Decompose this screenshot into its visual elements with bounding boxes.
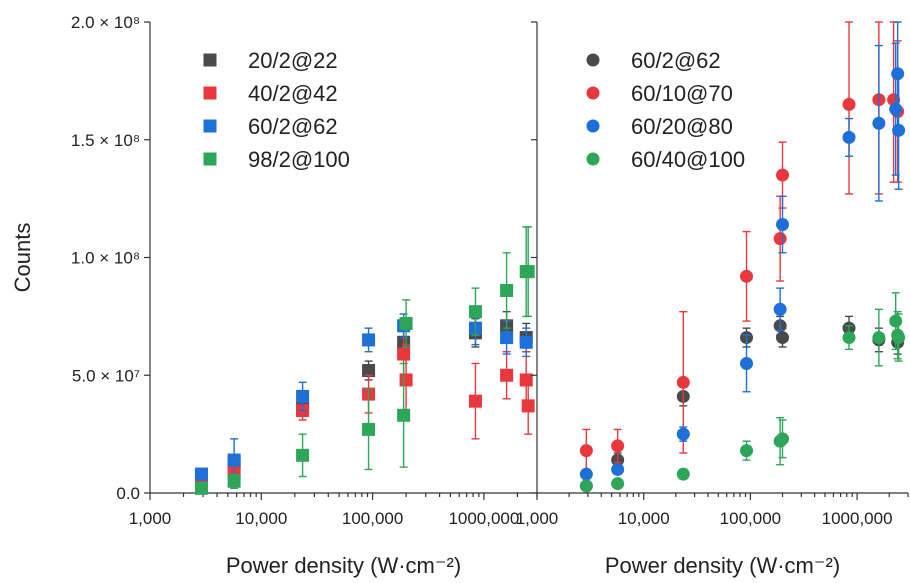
- x-tick-label: 10,000: [235, 509, 287, 528]
- panel-1-series-4-point: [399, 316, 413, 330]
- x-tick-label: 1000,000: [822, 509, 893, 528]
- panel-2-series-4-point: [611, 477, 625, 491]
- x-tick-label: 10,000: [618, 509, 670, 528]
- panel-2-series-4-point: [872, 331, 886, 345]
- panel-1-series-2-point: [519, 373, 533, 387]
- legend-marker: [203, 86, 217, 100]
- y-tick-label: 1.5 × 10⁸: [71, 131, 140, 150]
- panel-1-series-4-point: [194, 481, 208, 495]
- panel-1-series-2-point: [397, 347, 411, 361]
- x-tick-label: 100,000: [720, 509, 781, 528]
- panel-2-series-2-point: [611, 439, 625, 453]
- panel-2-series-3-point: [872, 116, 886, 130]
- legend-label: 60/2@62: [248, 114, 338, 139]
- panel-1-series-4-point: [521, 265, 535, 279]
- panel-1-series-4-point: [296, 448, 310, 462]
- panel-2-series-4-point: [676, 467, 690, 481]
- y-tick-label: 1.0 × 10⁸: [71, 249, 140, 268]
- legend-marker: [586, 119, 600, 133]
- legend-label: 20/2@22: [248, 48, 338, 73]
- x-tick-label: 100,000: [342, 509, 403, 528]
- legend-label: 98/2@100: [248, 147, 350, 172]
- panel-1-series-4-point: [500, 283, 514, 297]
- y-tick-label: 5.0 × 10⁷: [72, 366, 140, 385]
- panel-2-series-2-point: [842, 97, 856, 111]
- legend-marker: [586, 53, 600, 67]
- legend-marker: [203, 119, 217, 133]
- panel-1-series-3-point: [296, 389, 310, 403]
- panel-1-series-4-point: [468, 305, 482, 319]
- y-tick-label: 0.0: [116, 484, 140, 503]
- panel-2-series-1-point: [776, 331, 790, 345]
- y-axis-label: Counts: [10, 223, 35, 293]
- panel-2-series-2-point: [773, 232, 787, 246]
- panel-2-series-3-point: [889, 102, 903, 116]
- panel-1-series-3-point: [227, 453, 241, 467]
- panel-2-series-4-point: [892, 331, 906, 345]
- panel-2-series-4-point: [889, 314, 903, 328]
- panel-2-series-3-point: [740, 356, 754, 370]
- panel-2-x-axis-label: Power density (W·cm⁻²): [605, 553, 840, 578]
- panel-1-x-axis-label: Power density (W·cm⁻²): [226, 553, 461, 578]
- panel-1-series-2-point: [521, 399, 535, 413]
- panel-1-series-4-point: [362, 422, 376, 436]
- panel-2-series-3-point: [842, 130, 856, 144]
- panel-1-series-4-point: [227, 474, 241, 488]
- legend-marker: [586, 152, 600, 166]
- panel-1-series-3-point: [519, 335, 533, 349]
- panel-2-series-2-point: [676, 375, 690, 389]
- x-tick-label: 1,000: [516, 509, 559, 528]
- panel-1-series-2-point: [399, 373, 413, 387]
- panel-2-series-4-point: [579, 479, 593, 493]
- panel-2-series-3-point: [891, 67, 905, 81]
- panel-2-series-2-point: [776, 168, 790, 182]
- legend-label: 60/40@100: [631, 147, 745, 172]
- y-tick-label: 2.0 × 10⁸: [71, 13, 140, 32]
- panel-2-series-2-point: [579, 444, 593, 458]
- panel-2-series-3-point: [676, 427, 690, 441]
- panel-2-series-3-point: [611, 462, 625, 476]
- panel-2-series-3-point: [773, 302, 787, 316]
- panel-1-series-4-point: [397, 408, 411, 422]
- panel-2-series-3-point: [776, 218, 790, 232]
- legend-label: 40/2@42: [248, 81, 338, 106]
- panel-2-series-4-point: [740, 444, 754, 458]
- legend-marker: [203, 53, 217, 67]
- legend-marker: [586, 86, 600, 100]
- legend-label: 60/20@80: [631, 114, 733, 139]
- panel-2-series-4-point: [776, 432, 790, 446]
- panel-1-series-3-point: [194, 467, 208, 481]
- panel-1-series-3-point: [500, 331, 514, 345]
- legend-marker: [203, 152, 217, 166]
- panel-1-series-2-point: [468, 394, 482, 408]
- panel-2-series-3-point: [579, 467, 593, 481]
- panel-1-series-3-point: [362, 333, 376, 347]
- panel-2-series-3-point: [892, 123, 906, 137]
- x-tick-label: 1,000: [129, 509, 172, 528]
- legend-label: 60/2@62: [631, 48, 721, 73]
- panel-2-series-4-point: [842, 331, 856, 345]
- panel-1-series-1-point: [362, 364, 376, 378]
- panel-2-series-2-point: [740, 269, 754, 283]
- panel-1-series-2-point: [500, 368, 514, 382]
- x-tick-label: 1000,000: [448, 509, 519, 528]
- legend-label: 60/10@70: [631, 81, 733, 106]
